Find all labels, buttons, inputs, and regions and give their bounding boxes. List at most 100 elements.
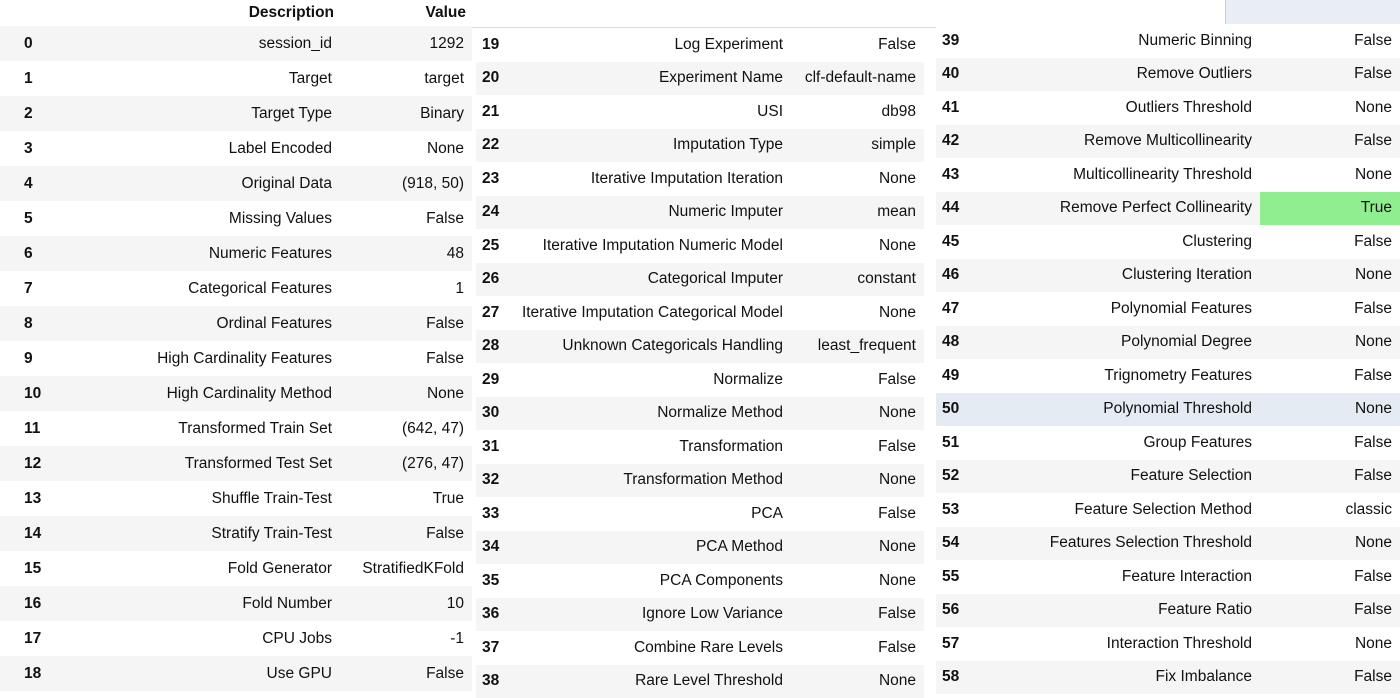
row-value: None bbox=[791, 464, 924, 498]
row-index: 58 bbox=[936, 661, 976, 695]
row-description: Original Data bbox=[62, 166, 340, 201]
row-index: 50 bbox=[936, 393, 976, 427]
row-value: (642, 47) bbox=[340, 411, 472, 446]
row-value: False bbox=[1260, 292, 1400, 326]
row-description: Multicollinearity Threshold bbox=[976, 158, 1260, 192]
row-index: 2 bbox=[0, 96, 62, 131]
row-index: 48 bbox=[936, 326, 976, 360]
row-index: 54 bbox=[936, 527, 976, 561]
row-index: 52 bbox=[936, 460, 976, 494]
row-index: 49 bbox=[936, 359, 976, 393]
row-value: classic bbox=[1260, 493, 1400, 527]
row-index: 7 bbox=[0, 271, 62, 306]
row-index: 33 bbox=[476, 497, 510, 531]
row-description: Numeric Imputer bbox=[510, 196, 791, 230]
row-description: Use GPU bbox=[62, 656, 340, 691]
row-description: Log Experiment bbox=[510, 28, 791, 62]
row-description: Numeric Binning bbox=[976, 24, 1260, 58]
row-index: 57 bbox=[936, 627, 976, 661]
row-description: Polynomial Degree bbox=[976, 326, 1260, 360]
row-index: 37 bbox=[476, 631, 510, 665]
row-description: Remove Outliers bbox=[976, 58, 1260, 92]
row-description: Categorical Imputer bbox=[510, 263, 791, 297]
row-value: False bbox=[1260, 225, 1400, 259]
row-value: None bbox=[791, 665, 924, 698]
row-description: Imputation Type bbox=[510, 129, 791, 163]
row-value: None bbox=[1260, 158, 1400, 192]
row-description: Polynomial Features bbox=[976, 292, 1260, 326]
row-value: None bbox=[1260, 259, 1400, 293]
row-value: (918, 50) bbox=[340, 166, 472, 201]
row-description: Polynomial Threshold bbox=[976, 393, 1260, 427]
row-value-highlighted: True bbox=[1260, 192, 1400, 226]
row-value: least_frequent bbox=[791, 330, 924, 364]
row-description: Feature Interaction bbox=[976, 560, 1260, 594]
row-value: 10 bbox=[340, 586, 472, 621]
row-description: Numeric Features bbox=[62, 236, 340, 271]
row-value: False bbox=[791, 497, 924, 531]
row-description: Normalize bbox=[510, 363, 791, 397]
row-value: None bbox=[1260, 527, 1400, 561]
